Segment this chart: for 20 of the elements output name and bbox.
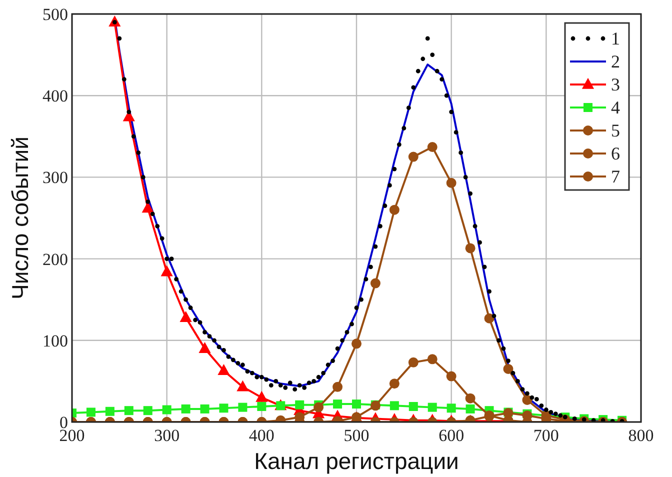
x-tick-label: 400 bbox=[248, 426, 274, 445]
x-tick-label: 800 bbox=[628, 426, 654, 445]
y-axis-title: Число событий bbox=[7, 136, 33, 300]
y-tick-label: 100 bbox=[42, 331, 68, 350]
legend-label: 7 bbox=[611, 166, 620, 186]
x-tick-label: 700 bbox=[533, 426, 559, 445]
legend-label: 6 bbox=[611, 144, 620, 164]
legend-label: 4 bbox=[611, 98, 620, 118]
x-tick-label: 600 bbox=[438, 426, 464, 445]
x-tick-label: 300 bbox=[154, 426, 180, 445]
y-tick-label: 300 bbox=[42, 168, 68, 188]
legend-label: 1 bbox=[611, 28, 620, 48]
x-axis-title: Канал регистрации bbox=[254, 448, 459, 474]
x-tick-label: 500 bbox=[344, 426, 370, 445]
y-tick-label: 500 bbox=[42, 5, 68, 24]
legend-label: 3 bbox=[611, 74, 620, 94]
y-tick-label: 200 bbox=[42, 250, 68, 269]
legend-label: 2 bbox=[611, 52, 620, 72]
legend-label: 5 bbox=[611, 120, 620, 140]
y-tick-label: 400 bbox=[42, 86, 68, 106]
